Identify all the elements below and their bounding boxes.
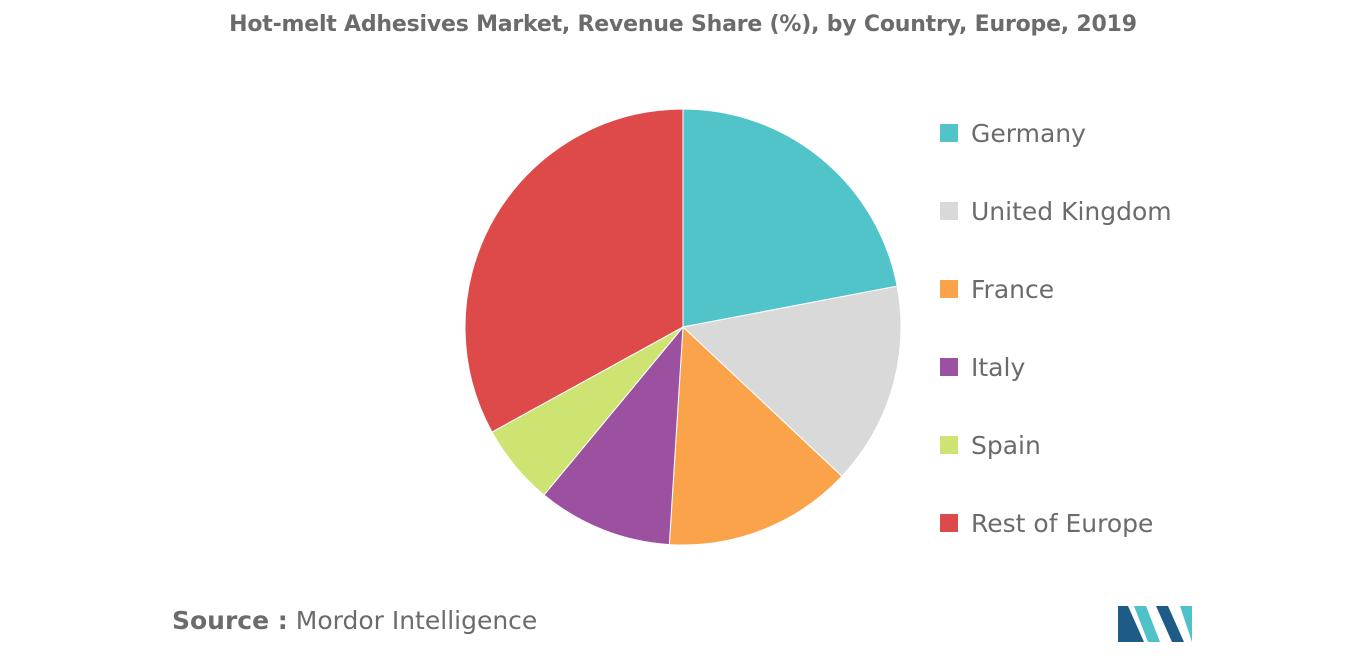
legend-swatch bbox=[940, 436, 958, 454]
legend-swatch bbox=[940, 202, 958, 220]
legend-swatch bbox=[940, 358, 958, 376]
legend-label: Italy bbox=[971, 352, 1026, 382]
legend-item-rest-of-europe: Rest of Europe bbox=[940, 503, 1153, 543]
pie-slice-rest-of-europe bbox=[464, 108, 684, 433]
legend-label: Germany bbox=[971, 118, 1086, 148]
legend-item-italy: Italy bbox=[940, 347, 1025, 387]
pie-slice-united-kingdom bbox=[681, 285, 902, 477]
pie-slice-france bbox=[668, 325, 843, 546]
source-note: Source : Mordor Intelligence bbox=[172, 606, 537, 635]
legend-item-spain: Spain bbox=[940, 425, 1041, 465]
legend-label: Spain bbox=[971, 430, 1041, 460]
legend-swatch bbox=[940, 514, 958, 532]
pie-slice-italy bbox=[543, 325, 684, 546]
legend-item-united-kingdom: United Kingdom bbox=[940, 191, 1172, 231]
source-text: Mordor Intelligence bbox=[295, 606, 538, 635]
legend-item-france: France bbox=[940, 269, 1054, 309]
source-label: Source : bbox=[172, 606, 288, 635]
legend-item-germany: Germany bbox=[940, 113, 1086, 153]
mordor-intelligence-logo-icon bbox=[1118, 606, 1192, 642]
legend-swatch bbox=[940, 124, 958, 142]
legend-label: France bbox=[971, 274, 1055, 304]
legend-label: Rest of Europe bbox=[971, 508, 1154, 538]
chart-title: Hot-melt Adhesives Market, Revenue Share… bbox=[229, 12, 1137, 37]
pie-slice-germany bbox=[682, 108, 898, 328]
legend-swatch bbox=[940, 280, 958, 298]
legend-label: United Kingdom bbox=[971, 196, 1172, 226]
